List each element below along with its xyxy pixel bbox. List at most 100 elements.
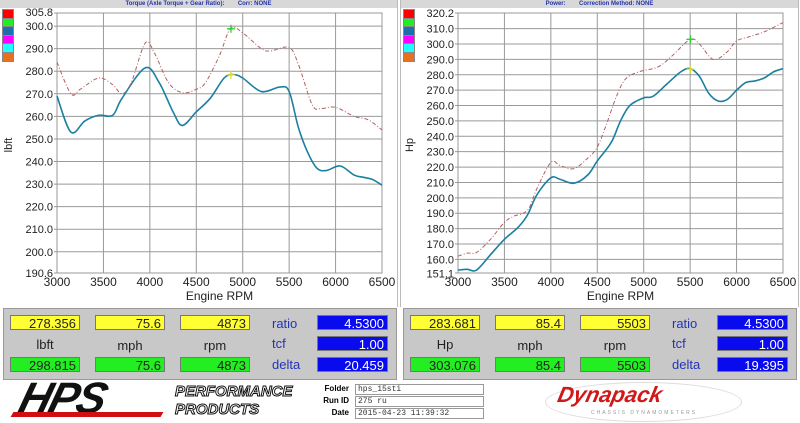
dynapack-logo-text: Dynapack: [555, 382, 665, 407]
y-tick-label: 290.0: [25, 44, 53, 56]
run-id-field[interactable]: 275 ru: [355, 396, 484, 407]
delta-value: 19.395: [717, 357, 788, 373]
plot-area: [457, 12, 784, 274]
y-tick-label: 305.8: [25, 7, 53, 19]
power-values-panel: 283.681 85.4 5503 Hp mph rpm 303.076 85.…: [403, 308, 797, 380]
ratio-label: ratio: [672, 316, 698, 331]
ref-rpm-value: 4873: [180, 357, 250, 373]
legend-swatch[interactable]: [403, 51, 415, 62]
y-tick-label: 290.0: [426, 54, 454, 66]
power-chart-header: Power: Correction Method: NONE: [401, 0, 798, 8]
y-tick-label: 240.0: [25, 157, 53, 169]
unit-label: mph: [517, 338, 543, 353]
y-tick-label: 250.0: [426, 116, 454, 128]
ref-speed-value: 75.6: [95, 357, 165, 373]
y-tick-label: 320.2: [426, 8, 454, 20]
plot-area: [56, 12, 383, 274]
date-field[interactable]: 2015-04-23 11:39:32: [355, 408, 484, 419]
y-tick-label: 220.0: [426, 162, 454, 174]
power-value: 283.681: [410, 315, 480, 331]
reference-curve: [56, 26, 383, 131]
y-tick-label: 170.0: [426, 239, 454, 251]
legend-swatch[interactable]: [2, 51, 14, 62]
y-tick-label: 270.0: [426, 85, 454, 97]
y-tick-label: 250.0: [25, 134, 53, 146]
cursor-marker: [226, 70, 235, 79]
torque-values-panel: 278.356 75.6 4873 lbft mph rpm 298.815 7…: [3, 308, 397, 380]
torque-corr: Corr: NONE: [237, 1, 272, 7]
brand-text: PERFORMANCE PRODUCTS: [175, 383, 294, 419]
x-tick-label: 3500: [491, 275, 518, 289]
y-tick-label: 280.0: [426, 70, 454, 82]
x-tick-label: 4000: [137, 275, 164, 289]
speed-value: 85.4: [495, 315, 565, 331]
x-tick-label: 5500: [677, 275, 704, 289]
tcf-value: 1.00: [317, 336, 388, 352]
chart-svg: 3000 3500 4000 4500 5000 5500 6000 6500 320.2 310…: [404, 8, 797, 303]
ref-torque-value: 298.815: [10, 357, 80, 373]
power-chart-panel: Power: Correction Method: NONE 3000 3500 4…: [400, 0, 799, 307]
unit-label: rpm: [203, 338, 227, 353]
unit-label: Hp: [436, 337, 454, 352]
y-tick-label: 260.0: [426, 101, 454, 113]
speed-value: 75.6: [95, 315, 165, 331]
x-tick-label: 6000: [723, 275, 750, 289]
y-tick-label: 300.0: [25, 21, 53, 33]
ratio-value: 4.5300: [317, 315, 388, 331]
x-tick-label: 4500: [183, 275, 210, 289]
delta-value: 20.459: [317, 357, 388, 373]
folder-label: Folder: [324, 384, 349, 393]
y-tick-label: 230.0: [426, 147, 454, 159]
y-tick-label: 210.0: [25, 224, 53, 236]
y-tick-label: 270.0: [25, 89, 53, 101]
power-title: Power:: [545, 1, 566, 7]
y-tick-label: 190.6: [25, 268, 53, 280]
y-tick-label: 200.0: [25, 247, 53, 259]
cursor-marker: [686, 65, 695, 74]
ratio-label: ratio: [272, 316, 298, 331]
unit-label: mph: [117, 338, 143, 353]
x-axis-label: Engine RPM: [186, 289, 253, 303]
tcf-label: tcf: [272, 336, 286, 351]
brand-line-1: PERFORMANCE: [175, 383, 294, 401]
y-tick-label: 190.0: [426, 208, 454, 220]
x-tick-label: 3000: [445, 275, 472, 289]
y-tick-label: 180.0: [426, 224, 454, 236]
cursor-marker: [686, 35, 695, 44]
y-tick-label: 210.0: [426, 177, 454, 189]
x-tick-label: 6000: [322, 275, 349, 289]
y-tick-label: 300.0: [426, 39, 454, 51]
x-tick-label: 3000: [44, 275, 71, 289]
x-tick-label: 4000: [538, 275, 565, 289]
run-curve: [457, 67, 784, 272]
folder-field[interactable]: hps_15sti: [355, 384, 484, 395]
y-tick-label: 160.0: [426, 254, 454, 266]
ref-power-value: 303.076: [410, 357, 480, 373]
y-axis-label: Hp: [404, 138, 416, 152]
tcf-value: 1.00: [717, 336, 788, 352]
y-tick-label: 200.0: [426, 193, 454, 205]
y-tick-label: 260.0: [25, 111, 53, 123]
power-corr: Correction Method: NONE: [579, 1, 654, 7]
y-tick-label: 310.0: [426, 24, 454, 36]
dynapack-subtitle: CHASSIS DYNAMOMETERS: [591, 410, 698, 416]
torque-value: 278.356: [10, 315, 80, 331]
reference-curve: [457, 22, 784, 257]
delta-label: delta: [672, 357, 701, 372]
y-tick-label: 240.0: [426, 131, 454, 143]
brand-line-2: PRODUCTS: [175, 401, 260, 419]
y-tick-label: 151.1: [426, 268, 454, 280]
x-tick-label: 6500: [770, 275, 797, 289]
rpm-value: 4873: [180, 315, 250, 331]
ref-speed-value: 85.4: [495, 357, 565, 373]
x-tick-label: 4500: [584, 275, 611, 289]
torque-chart-panel: Torque (Axle Torque + Gear Ratio): Corr:…: [0, 0, 398, 307]
torque-title: Torque (Axle Torque + Gear Ratio):: [125, 1, 225, 7]
x-axis-label: Engine RPM: [587, 289, 654, 303]
unit-label: lbft: [36, 337, 54, 352]
torque-chart-header: Torque (Axle Torque + Gear Ratio): Corr:…: [0, 0, 397, 8]
y-tick-label: 280.0: [25, 66, 53, 78]
x-tick-label: 3500: [90, 275, 117, 289]
x-tick-label: 6500: [369, 275, 396, 289]
ratio-value: 4.5300: [717, 315, 788, 331]
